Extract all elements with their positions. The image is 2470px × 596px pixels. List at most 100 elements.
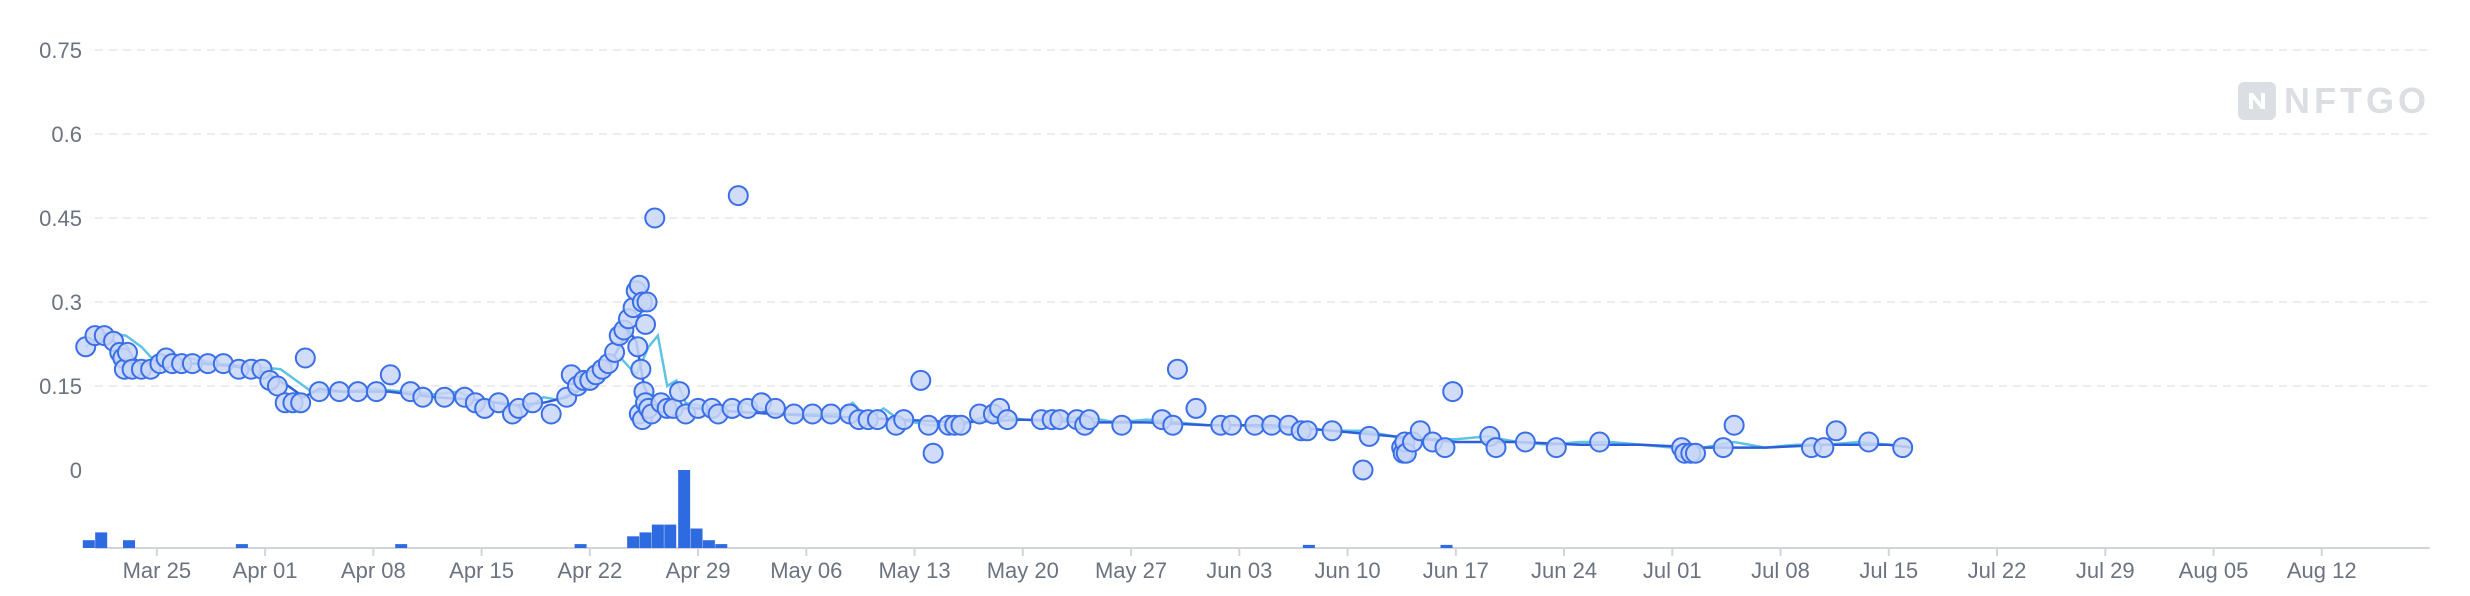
x-tick-label: May 27 — [1095, 558, 1167, 583]
watermark-text: NFTGO — [2284, 80, 2430, 121]
y-tick-label: 0.3 — [51, 290, 82, 315]
volume-bar — [702, 540, 715, 548]
x-tick-label: Apr 15 — [449, 558, 514, 583]
sale-point — [1442, 381, 1464, 403]
y-tick-label: 0.75 — [39, 38, 82, 63]
sale-point — [1485, 437, 1507, 459]
sale-point — [1858, 431, 1880, 453]
volume-bar — [627, 536, 640, 548]
volume-bar — [690, 528, 703, 548]
volume-bar — [235, 544, 248, 548]
x-tick-label: Jun 24 — [1531, 558, 1597, 583]
sale-point — [1545, 437, 1567, 459]
sale-point — [1514, 431, 1536, 453]
sale-point — [433, 386, 455, 408]
sale-point — [1221, 414, 1243, 436]
sale-point — [820, 403, 842, 425]
sale-point — [294, 347, 316, 369]
x-tick-label: Jun 03 — [1206, 558, 1272, 583]
sale-point — [1162, 414, 1184, 436]
sale-point — [922, 442, 944, 464]
sale-point — [365, 381, 387, 403]
sale-point — [1078, 409, 1100, 431]
sale-point — [1296, 420, 1318, 442]
sale-point — [379, 364, 401, 386]
volume-bar — [651, 524, 664, 548]
sale-point — [630, 358, 652, 380]
x-tick-label: Mar 25 — [123, 558, 191, 583]
sale-point — [1185, 397, 1207, 419]
sale-point — [783, 403, 805, 425]
sale-point — [636, 291, 658, 313]
y-tick-label: 0.6 — [51, 122, 82, 147]
sale-point — [996, 409, 1018, 431]
sale-point — [1166, 358, 1188, 380]
y-tick-label: 0 — [70, 458, 82, 483]
x-tick-label: May 20 — [987, 558, 1059, 583]
x-tick-label: Aug 12 — [2287, 558, 2357, 583]
sale-point — [1358, 425, 1380, 447]
x-tick-label: Apr 08 — [341, 558, 406, 583]
sale-point — [1684, 442, 1706, 464]
x-tick-label: Jul 08 — [1751, 558, 1810, 583]
sale-point — [328, 381, 350, 403]
x-tick-label: May 06 — [770, 558, 842, 583]
x-tick-label: Apr 01 — [233, 558, 298, 583]
sale-point — [1723, 414, 1745, 436]
sale-point — [910, 369, 932, 391]
x-tick-label: Jun 17 — [1423, 558, 1489, 583]
sale-point — [1434, 437, 1456, 459]
x-axis: Mar 25 Apr 01 Apr 08 Apr 15 Apr 22 Apr 29 May … — [123, 548, 2357, 583]
watermark: NFTGO — [2238, 80, 2430, 122]
volume-bar — [639, 532, 652, 548]
sale-point — [1892, 437, 1914, 459]
sale-point — [1111, 414, 1133, 436]
volume-bar — [123, 540, 136, 548]
volume-bar — [395, 544, 408, 548]
sale-point — [635, 313, 657, 335]
sale-point — [917, 414, 939, 436]
x-tick-label: Jul 01 — [1643, 558, 1702, 583]
sale-point — [802, 403, 824, 425]
sale-point — [1352, 459, 1374, 481]
sale-points — [75, 185, 1914, 481]
x-tick-label: Aug 05 — [2179, 558, 2249, 583]
sale-point — [540, 403, 562, 425]
sale-point — [290, 392, 312, 414]
sale-point — [347, 381, 369, 403]
volume-bar — [664, 524, 677, 548]
volume-bar — [82, 540, 95, 548]
x-tick-label: Jul 15 — [1859, 558, 1918, 583]
sale-point — [627, 336, 649, 358]
y-tick-label: 0.15 — [39, 374, 82, 399]
sale-point — [1825, 420, 1847, 442]
sale-point — [764, 397, 786, 419]
volume-bar — [678, 470, 691, 548]
y-axis: 0 0.15 0.3 0.45 0.6 0.75 — [39, 38, 82, 483]
sale-point — [1813, 437, 1835, 459]
x-tick-label: Jul 22 — [1968, 558, 2027, 583]
sale-point — [950, 414, 972, 436]
volume-bar — [574, 544, 587, 548]
x-tick-label: Jun 10 — [1315, 558, 1381, 583]
sale-point — [669, 381, 691, 403]
sale-point — [644, 207, 666, 229]
y-tick-label: 0.45 — [39, 206, 82, 231]
volume-bars — [82, 470, 1453, 548]
volume-bar — [1302, 544, 1315, 548]
grid-lines — [95, 49, 2430, 549]
sale-point — [866, 409, 888, 431]
sale-point — [488, 392, 510, 414]
sale-point — [1589, 431, 1611, 453]
sale-point — [1321, 420, 1343, 442]
volume-bar — [95, 532, 108, 548]
sale-point — [308, 381, 330, 403]
nftgo-logo-icon — [2238, 82, 2277, 120]
sale-point — [266, 375, 288, 397]
x-tick-label: Apr 22 — [557, 558, 622, 583]
x-tick-label: Jul 29 — [2076, 558, 2135, 583]
sale-point — [522, 392, 544, 414]
sale-point — [727, 185, 749, 207]
sale-point — [893, 409, 915, 431]
